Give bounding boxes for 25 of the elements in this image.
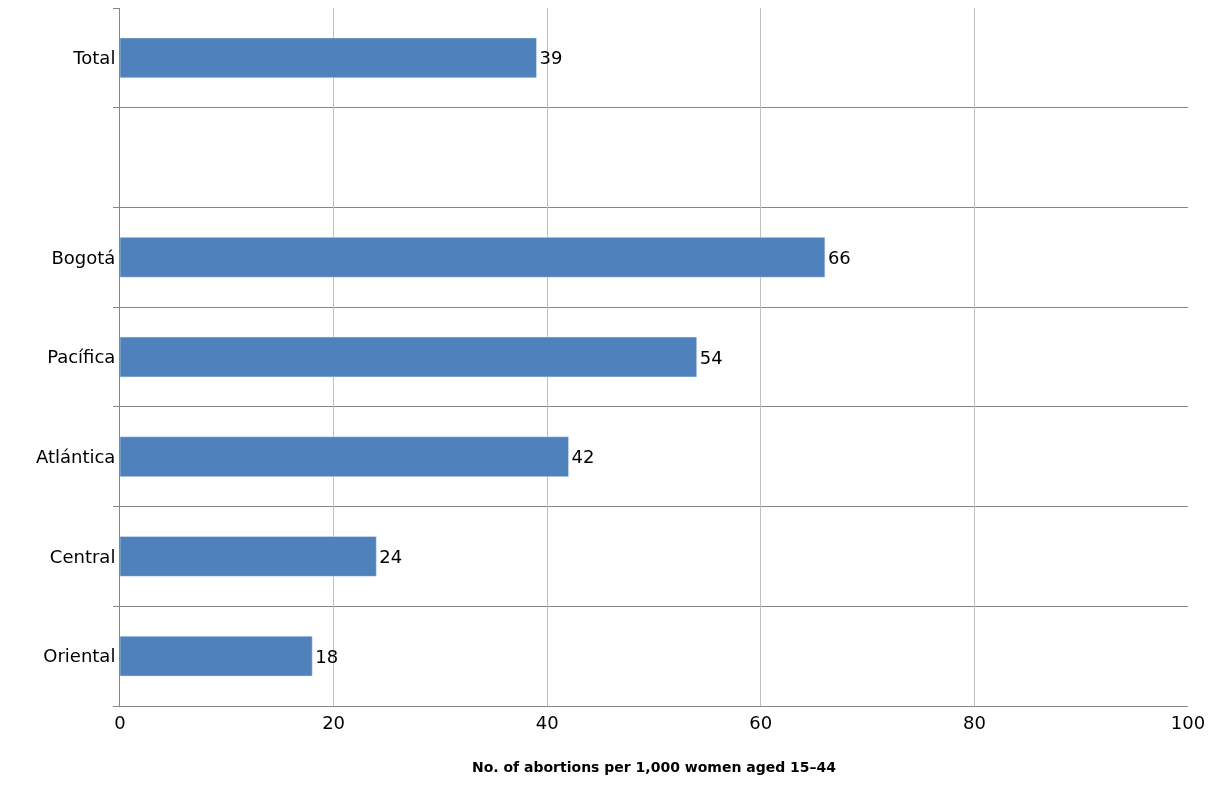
x-tick-label: 40	[535, 711, 559, 733]
y-tick-label: Pacífica	[47, 346, 116, 368]
x-tick-label: 0	[114, 711, 126, 733]
bar	[120, 436, 569, 477]
data-label: 42	[571, 446, 595, 468]
x-tick-label: 60	[749, 711, 773, 733]
y-tick-label: Oriental	[43, 645, 116, 667]
y-tick-label: Total	[72, 47, 116, 69]
data-label: 39	[539, 47, 563, 69]
y-tick-label: Atlántica	[35, 446, 116, 468]
bar	[120, 237, 826, 278]
data-label: 18	[315, 645, 339, 667]
x-axis-title: No. of abortions per 1,000 women aged 15–44	[471, 758, 837, 775]
y-tick-label: Central	[49, 545, 116, 567]
x-tick-label: 80	[962, 711, 986, 733]
bar	[120, 37, 537, 79]
data-label: 66	[827, 246, 851, 268]
data-label: 24	[379, 545, 403, 567]
x-tick-label: 100	[1170, 711, 1206, 733]
data-label: 54	[699, 346, 723, 368]
y-tick-label: Bogotá	[51, 246, 116, 268]
x-tick-label: 20	[322, 711, 346, 733]
bar	[120, 336, 697, 378]
bar	[120, 635, 313, 677]
bar	[120, 536, 377, 577]
